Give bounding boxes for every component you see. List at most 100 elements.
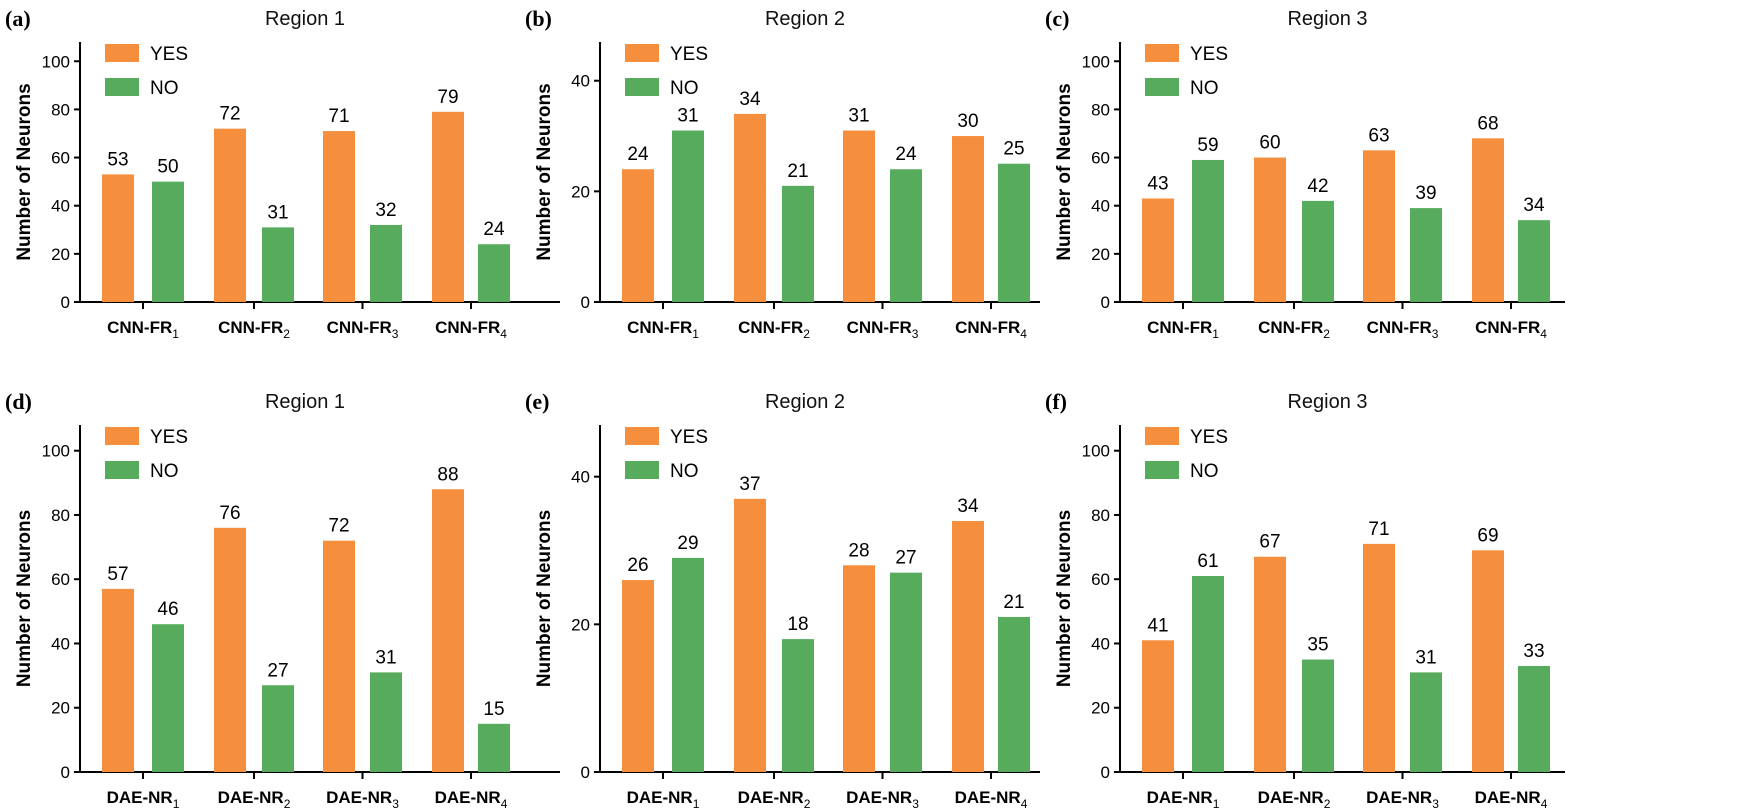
- chart-title: Region 1: [265, 391, 345, 413]
- data-label: 37: [739, 474, 760, 495]
- data-label: 46: [157, 599, 178, 620]
- bar-yes-2: [1254, 157, 1286, 302]
- y-tick-label: 100: [1082, 52, 1110, 71]
- data-label: 79: [437, 87, 458, 108]
- bar-no-1: [1192, 159, 1224, 302]
- bar-no-3: [1410, 208, 1442, 302]
- x-category-label: CNN-FR3: [847, 318, 919, 341]
- x-category-label: CNN-FR3: [327, 318, 399, 341]
- y-tick-label: 40: [1091, 197, 1110, 216]
- bar-yes-2: [1254, 556, 1286, 772]
- legend-label-no: NO: [670, 461, 699, 482]
- y-tick-label: 40: [571, 72, 590, 91]
- data-label: 24: [627, 144, 649, 165]
- bar-no-2: [782, 639, 814, 772]
- bar-yes-2: [734, 498, 766, 772]
- data-label: 31: [848, 106, 869, 127]
- legend-swatch-yes: [625, 427, 659, 445]
- chart-panel-c: (c) Region 3 Number of Neurons 0 20 40 60 80 100…: [1045, 6, 1565, 341]
- panel-label: (e): [525, 389, 549, 414]
- bar-yes-4: [1472, 550, 1504, 772]
- chart-panel-f: (f) Region 3 Number of Neurons 0 20 40 60 80 100…: [1045, 389, 1565, 811]
- data-label: 33: [1523, 641, 1544, 662]
- data-label: 31: [267, 202, 288, 223]
- y-tick-label: 0: [581, 293, 590, 312]
- legend-swatch-yes: [1145, 44, 1179, 62]
- bar-no-4: [1518, 665, 1550, 772]
- y-tick-label: 20: [571, 182, 590, 201]
- data-label: 27: [895, 548, 916, 569]
- legend-swatch-yes: [1145, 427, 1179, 445]
- data-label: 88: [437, 464, 458, 485]
- y-axis-title: Number of Neurons: [14, 83, 35, 260]
- x-category-label: DAE-NR2: [738, 788, 811, 811]
- x-category-label: DAE-NR4: [955, 788, 1028, 811]
- data-label: 18: [787, 614, 808, 635]
- legend-swatch-yes: [625, 44, 659, 62]
- x-category-label: DAE-NR3: [1366, 788, 1439, 811]
- chart-panel-d: (d) Region 1 Number of Neurons 0 20 40 60 80 100…: [5, 389, 560, 811]
- bar-no-1: [672, 557, 704, 772]
- bar-no-3: [370, 672, 402, 772]
- y-tick-label: 20: [51, 699, 70, 718]
- bar-yes-3: [1363, 543, 1395, 772]
- data-label: 63: [1368, 125, 1389, 146]
- x-category-label: CNN-FR1: [1147, 318, 1219, 341]
- data-label: 60: [1259, 133, 1280, 154]
- legend-swatch-no: [625, 461, 659, 479]
- y-tick-label: 40: [51, 197, 70, 216]
- bar-yes-4: [432, 489, 464, 772]
- data-label: 30: [957, 111, 978, 132]
- data-label: 34: [739, 89, 761, 110]
- data-label: 15: [483, 699, 504, 720]
- bar-yes-2: [214, 128, 246, 302]
- bar-no-2: [262, 685, 294, 772]
- x-category-label: CNN-FR2: [738, 318, 810, 341]
- data-label: 34: [1523, 195, 1545, 216]
- legend-label-yes: YES: [1190, 427, 1228, 448]
- bar-yes-4: [432, 111, 464, 302]
- bar-yes-1: [622, 580, 654, 772]
- bar-no-4: [998, 163, 1030, 302]
- bar-yes-3: [843, 565, 875, 772]
- bar-no-4: [1518, 220, 1550, 302]
- y-tick-label: 60: [1091, 570, 1110, 589]
- x-category-label: DAE-NR1: [107, 788, 180, 811]
- bar-yes-3: [323, 131, 355, 302]
- y-tick-label: 40: [51, 634, 70, 653]
- legend-swatch-no: [1145, 78, 1179, 96]
- data-label: 69: [1477, 525, 1498, 546]
- x-category-label: CNN-FR1: [627, 318, 699, 341]
- y-tick-label: 100: [1082, 442, 1110, 461]
- legend-label-no: NO: [150, 461, 179, 482]
- bar-no-3: [890, 169, 922, 302]
- x-category-label: CNN-FR2: [218, 318, 290, 341]
- legend-label-yes: YES: [1190, 44, 1228, 65]
- y-tick-label: 40: [571, 468, 590, 487]
- data-label: 76: [219, 503, 240, 524]
- data-label: 39: [1415, 183, 1436, 204]
- bar-yes-1: [1142, 640, 1174, 772]
- x-category-label: CNN-FR2: [1258, 318, 1330, 341]
- x-category-label: CNN-FR4: [955, 318, 1027, 341]
- x-category-label: DAE-NR1: [627, 788, 700, 811]
- bar-yes-4: [952, 136, 984, 302]
- y-tick-label: 20: [1091, 245, 1110, 264]
- data-label: 67: [1259, 532, 1280, 553]
- y-tick-label: 100: [42, 52, 70, 71]
- data-label: 24: [483, 219, 505, 240]
- y-axis-title: Number of Neurons: [534, 83, 555, 260]
- y-tick-label: 0: [581, 763, 590, 782]
- bar-no-1: [152, 181, 184, 302]
- legend-swatch-no: [1145, 461, 1179, 479]
- bar-no-2: [262, 227, 294, 302]
- data-label: 57: [107, 564, 128, 585]
- x-category-label: DAE-NR3: [326, 788, 399, 811]
- y-tick-label: 0: [61, 293, 70, 312]
- data-label: 26: [627, 555, 648, 576]
- bar-no-4: [478, 723, 510, 772]
- bar-yes-4: [1472, 138, 1504, 302]
- bar-no-4: [478, 244, 510, 302]
- data-label: 68: [1477, 113, 1498, 134]
